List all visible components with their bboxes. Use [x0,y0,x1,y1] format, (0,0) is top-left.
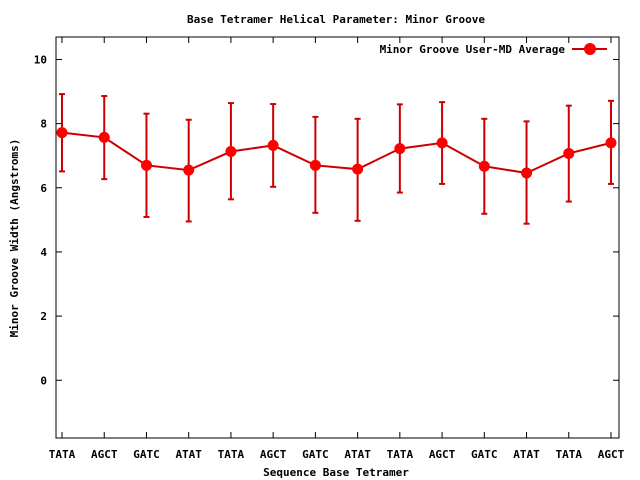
y-axis-label: Minor Groove Width (Angstroms) [8,139,21,338]
data-point [563,147,575,159]
x-tick-label: AGCT [91,448,118,461]
x-tick-label: AGCT [598,448,625,461]
series-layer [56,93,617,225]
data-point [521,167,533,179]
legend-label: Minor Groove User-MD Average [380,43,566,56]
legend: Minor Groove User-MD Average [380,43,607,56]
data-point [478,160,490,172]
x-tick-label: TATA [49,448,76,461]
legend-marker [584,43,596,55]
data-point [394,143,406,155]
x-tick-label: TATA [556,448,583,461]
y-tick-label: 8 [40,118,47,131]
plot-frame [55,36,620,439]
data-point [436,137,448,149]
data-point [309,159,321,171]
chart-title: Base Tetramer Helical Parameter: Minor G… [187,13,485,26]
x-tick-label: AGCT [260,448,287,461]
y-axis: 0 2 4 6 8 10 [34,53,619,387]
data-point [352,163,364,175]
data-point [56,127,68,139]
y-tick-label: 4 [40,246,47,259]
x-tick-label: AGCT [429,448,456,461]
data-point [605,137,617,149]
x-tick-label: GATC [133,448,160,461]
y-tick-label: 10 [34,53,47,66]
y-tick-label: 2 [40,310,47,323]
x-axis-label: Sequence Base Tetramer [263,466,409,479]
y-tick-label: 0 [40,374,47,387]
data-point [267,139,279,151]
data-point [225,146,237,158]
data-point [183,164,195,176]
data-point [140,159,152,171]
x-tick-label: ATAT [175,448,202,461]
x-tick-label: ATAT [513,448,540,461]
x-tick-label: GATC [471,448,498,461]
series-line [61,131,612,175]
x-axis: TATA AGCT GATC ATAT TATA AGCT GATC ATAT TATA AGCT… [49,37,625,461]
y-tick-label: 6 [40,182,47,195]
x-tick-label: ATAT [344,448,371,461]
x-tick-label: GATC [302,448,329,461]
x-tick-label: TATA [218,448,245,461]
data-point [98,131,110,143]
x-tick-label: TATA [387,448,414,461]
